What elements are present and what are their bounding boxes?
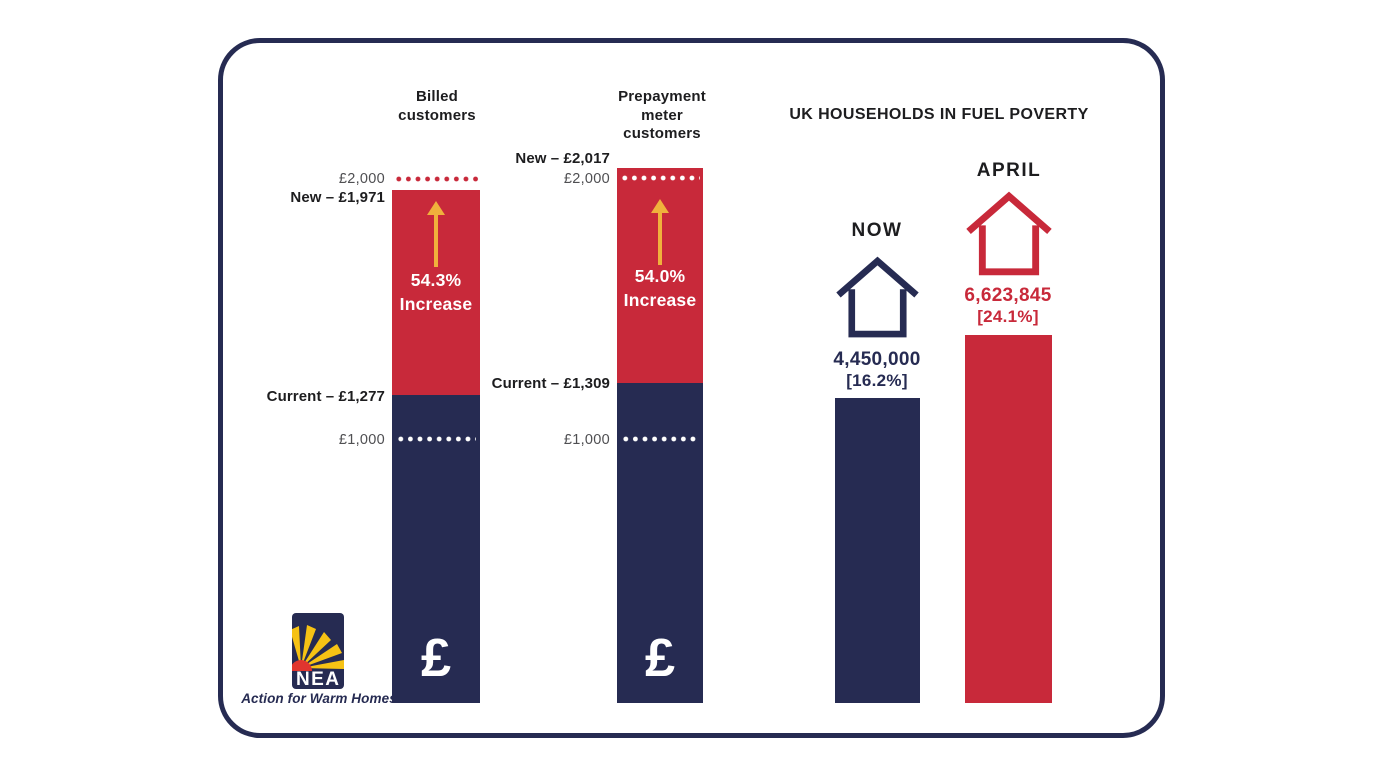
up-arrow-icon: [651, 199, 669, 265]
nea-tagline: Action for Warm Homes: [241, 691, 397, 706]
prepayment-customers-heading: Prepayment meter customers: [600, 88, 724, 144]
billed-gridline-2000-dots: [394, 176, 480, 182]
now-bar: [835, 398, 920, 703]
prepayment-new-cap-label: New – £2,017: [515, 150, 610, 167]
billed-current-cap-label: Current – £1,277: [266, 388, 385, 405]
heading-line: customers: [398, 106, 476, 124]
billed-new-cap-label: New – £1,971: [290, 189, 385, 206]
increase-word: Increase: [623, 289, 697, 310]
billed-bar-current-segment: [392, 395, 480, 703]
border-frame: [218, 38, 1165, 738]
heading-line: Prepayment: [618, 88, 706, 105]
increase-percent: 54.3%: [410, 270, 462, 290]
now-households-value: 4,450,000: [833, 349, 921, 370]
prepayment-current-cap-label: Current – £1,309: [491, 375, 610, 392]
prepayment-gridline-2000-dots: [620, 175, 700, 181]
nea-logo: NEA: [292, 613, 344, 689]
april-households-value: 6,623,845: [964, 285, 1052, 306]
april-households-percent: [24.1%]: [977, 307, 1039, 326]
now-households-percent: [16.2%]: [846, 371, 908, 390]
prepayment-increase-callout: 54.0% Increase: [617, 265, 703, 312]
prepayment-gridline-2000-label: £2,000: [563, 171, 610, 187]
prepayment-gridline-1000-dots: [621, 436, 699, 442]
billed-gridline-1000-dots: [396, 436, 476, 442]
april-label: APRIL: [976, 160, 1042, 181]
nea-logo-acronym: NEA: [296, 669, 340, 689]
fuel-poverty-title: UK HOUSEHOLDS IN FUEL POVERTY: [789, 106, 1089, 123]
billed-gridline-1000-label: £1,000: [338, 432, 385, 448]
now-label: NOW: [851, 220, 903, 241]
house-icon: [966, 191, 1052, 276]
billed-gridline-2000-label: £2,000: [338, 171, 385, 187]
heading-line: customers: [623, 125, 701, 142]
prepayment-gridline-1000-label: £1,000: [563, 432, 610, 448]
up-arrow-icon: [427, 201, 445, 267]
pound-symbol: £: [420, 628, 452, 688]
increase-percent: 54.0%: [634, 266, 686, 286]
billed-customers-heading: Billed customers: [377, 88, 497, 125]
house-icon: [836, 256, 919, 338]
increase-word: Increase: [399, 293, 473, 314]
heading-line: Billed: [415, 88, 459, 105]
april-bar: [965, 335, 1052, 703]
billed-increase-callout: 54.3% Increase: [392, 269, 480, 316]
pound-symbol: £: [644, 628, 676, 688]
heading-line: meter: [641, 106, 683, 124]
